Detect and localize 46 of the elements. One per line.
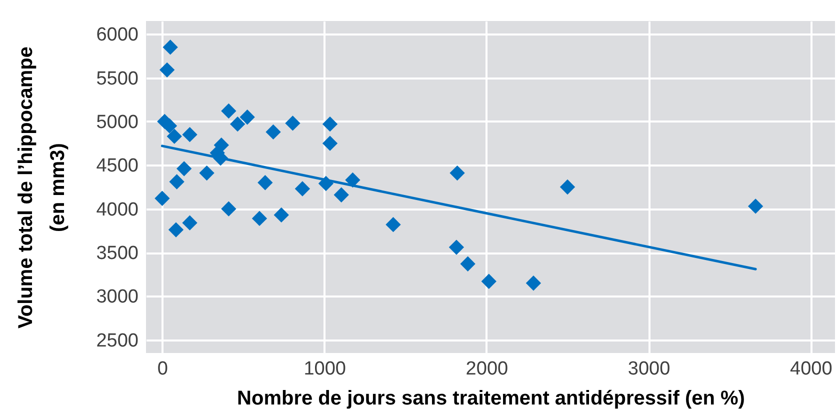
point xyxy=(166,128,182,144)
point xyxy=(460,256,476,272)
point xyxy=(221,201,236,216)
y-axis-title: Volume total de l’hippocampe (en mm3) xyxy=(15,46,70,328)
y-tick-label: 6000 xyxy=(96,24,138,46)
point xyxy=(481,274,496,289)
y-tick-label: 5500 xyxy=(96,68,138,90)
point xyxy=(322,136,338,151)
y-tick-label: 3000 xyxy=(96,286,138,308)
point xyxy=(258,175,273,190)
point xyxy=(748,198,764,214)
y-tick-label: 4500 xyxy=(96,156,138,177)
point xyxy=(182,126,198,142)
x-axis-title: Nombre de jours sans traitement antidépressif (en %) xyxy=(237,388,745,410)
point xyxy=(294,181,310,196)
point xyxy=(240,110,255,125)
point xyxy=(266,124,281,140)
point xyxy=(334,187,349,202)
point xyxy=(176,161,192,176)
point xyxy=(450,165,465,181)
y-tick-label: 2500 xyxy=(96,330,138,352)
point xyxy=(154,190,170,206)
point xyxy=(448,240,464,255)
point xyxy=(169,174,184,190)
point xyxy=(526,276,542,291)
point xyxy=(322,116,338,132)
point xyxy=(162,40,178,55)
y-tick-label: 4000 xyxy=(96,199,138,220)
point xyxy=(159,62,175,78)
x-tick-label: 2000 xyxy=(466,358,508,380)
x-tick-label: 4000 xyxy=(790,358,832,380)
point xyxy=(252,210,268,226)
y-tick-label: 3500 xyxy=(96,243,138,264)
x-tick-label: 1000 xyxy=(304,358,346,380)
x-tick-label: 3000 xyxy=(628,358,670,380)
point xyxy=(274,207,289,223)
point xyxy=(230,116,246,132)
x-tick-label: 0 xyxy=(157,358,168,380)
point xyxy=(560,179,576,195)
point xyxy=(182,215,198,230)
point xyxy=(221,103,236,119)
point xyxy=(199,165,214,181)
point xyxy=(285,116,300,131)
y-tick-label: 5000 xyxy=(96,112,138,133)
point xyxy=(386,216,401,232)
point xyxy=(168,222,184,238)
